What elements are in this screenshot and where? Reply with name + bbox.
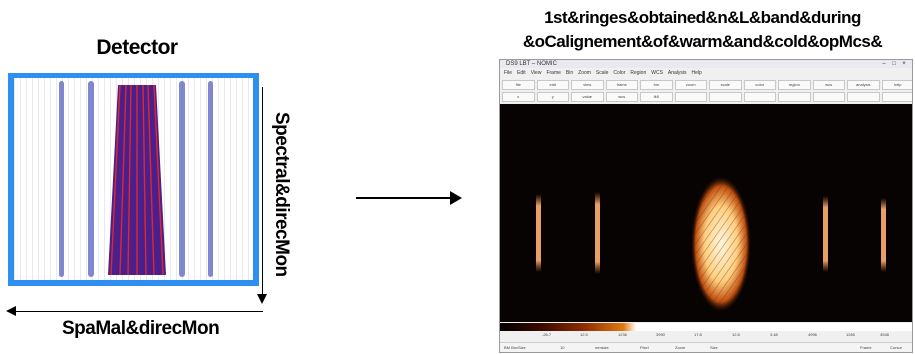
toolbar-button[interactable]: edit (536, 80, 569, 90)
image-canvas[interactable] (500, 104, 912, 322)
menu-item[interactable]: Region (630, 70, 647, 76)
detector-stripe (88, 81, 94, 277)
colorbar-tick: 1236 (618, 332, 627, 337)
toolbar-button[interactable]: scale (709, 80, 742, 90)
status-item[interactable]: Zoom (675, 345, 686, 350)
spatial-axis-arrowhead (6, 306, 16, 316)
menu-item[interactable]: View (530, 70, 542, 76)
colorbar-ticks: -26.7 12.5 1236 3990 17.8 12.8 3.48 4996… (500, 332, 912, 340)
colorbar-tick: -26.7 (542, 332, 552, 337)
status-item[interactable]: BM BoxSize (504, 345, 526, 350)
trapezoid-graphic (108, 84, 166, 276)
toolbar-button[interactable]: analysis (847, 80, 880, 90)
detector-stripe (208, 81, 213, 277)
detector-stripe (179, 81, 185, 277)
viewer-window: DS9 LBT – NOMIC – □ × File Edit View Fra… (499, 59, 913, 353)
menu-item[interactable]: Scale (595, 70, 609, 76)
menu-item[interactable]: Zoom (578, 70, 591, 76)
colorbar-tick: 17.8 (694, 332, 702, 337)
menu-item[interactable]: Edit (517, 70, 526, 76)
toolbar-button[interactable]: frame (605, 80, 638, 90)
toolbar-field[interactable] (743, 92, 776, 102)
fringe-stripe (881, 198, 886, 272)
detector-inner (14, 78, 253, 280)
colorbar-tick: 3948 (880, 332, 889, 337)
menu-item[interactable]: Frame (546, 70, 561, 76)
minimize-icon[interactable]: – (882, 61, 886, 67)
spatial-axis-line (14, 311, 263, 312)
colorbar (500, 323, 912, 331)
detector-stripe (59, 81, 64, 277)
viewer-title: DS9 LBT – NOMIC (506, 61, 557, 67)
transition-arrow-shaft (356, 197, 452, 199)
fringe-pattern (695, 182, 747, 306)
status-item[interactable]: mmsize (595, 345, 609, 350)
colorbar-tick: 4996 (808, 332, 817, 337)
fringes-title-line1: 1st&ringes&obtained&n&L&band&during (544, 8, 861, 27)
status-item[interactable]: Frame (860, 345, 872, 350)
toolbar-button[interactable]: view (571, 80, 604, 90)
colorbar-tick: 12.8 (732, 332, 740, 337)
menu-item[interactable]: Bin (565, 70, 574, 76)
toolbar-field[interactable]: wcs (605, 92, 638, 102)
toolbar-button[interactable]: wcs (812, 80, 845, 90)
menu-item[interactable]: File (504, 70, 513, 76)
close-icon[interactable]: × (902, 61, 906, 67)
toolbar-button[interactable]: zoom (674, 80, 707, 90)
fringe-stripe (595, 192, 600, 274)
fringe-image (536, 176, 886, 312)
toolbar-field[interactable]: fk5 (640, 92, 673, 102)
viewer-statusbar: BM BoxSize 10 mmsize Pixel Zoom Size Fra… (500, 342, 912, 352)
menu-item[interactable]: Color (613, 70, 626, 76)
menu-item[interactable]: Analysis (667, 70, 687, 76)
status-item[interactable]: Size (710, 345, 718, 350)
fringe-stripe (536, 194, 541, 272)
toolbar-field[interactable] (709, 92, 742, 102)
colorbar-tick: 1265 (846, 332, 855, 337)
fringe-stripe (823, 196, 828, 272)
toolbar-button[interactable]: help (881, 80, 912, 90)
viewer-toolbar-row2: x y value wcs fk5 (500, 91, 912, 102)
spatial-direction-label: SpaMal&direcMon (62, 318, 220, 339)
toolbar-field[interactable] (778, 92, 811, 102)
colorbar-tick: 12.5 (580, 332, 588, 337)
spectral-direction-label: Spectral&direcMon (271, 112, 292, 277)
toolbar-button[interactable]: color (743, 80, 776, 90)
colorbar-tick: 3.48 (770, 332, 778, 337)
viewer-titlebar: DS9 LBT – NOMIC – □ × (500, 60, 912, 68)
detector-title: Detector (96, 36, 178, 59)
detector-diagram (8, 73, 259, 286)
toolbar-field[interactable]: value (571, 92, 604, 102)
toolbar-field[interactable]: x (502, 92, 535, 102)
status-item[interactable]: 10 (560, 345, 565, 350)
viewer-menubar: File Edit View Frame Bin Zoom Scale Colo… (500, 69, 912, 77)
toolbar-button[interactable]: file (502, 80, 535, 90)
viewer-toolbar-row1: file edit view frame bin zoom scale colo… (500, 79, 912, 90)
toolbar-button[interactable]: region (778, 80, 811, 90)
spectral-axis-arrowhead (257, 294, 267, 304)
toolbar-field[interactable] (881, 92, 912, 102)
toolbar-field[interactable]: y (536, 92, 569, 102)
menu-item[interactable]: Help (691, 70, 702, 76)
toolbar-field[interactable] (812, 92, 845, 102)
status-item[interactable]: Cursor (890, 345, 903, 350)
menu-item[interactable]: WCS (651, 70, 663, 76)
status-item[interactable]: Pixel (640, 345, 649, 350)
spectral-trapezoid (106, 84, 168, 276)
maximize-icon[interactable]: □ (892, 61, 896, 67)
spectral-axis-line (262, 87, 263, 301)
transition-arrow-head (450, 191, 462, 205)
toolbar-button[interactable]: bin (640, 80, 673, 90)
colorbar-tick: 3990 (656, 332, 665, 337)
toolbar-field[interactable] (674, 92, 707, 102)
toolbar-field[interactable] (847, 92, 880, 102)
